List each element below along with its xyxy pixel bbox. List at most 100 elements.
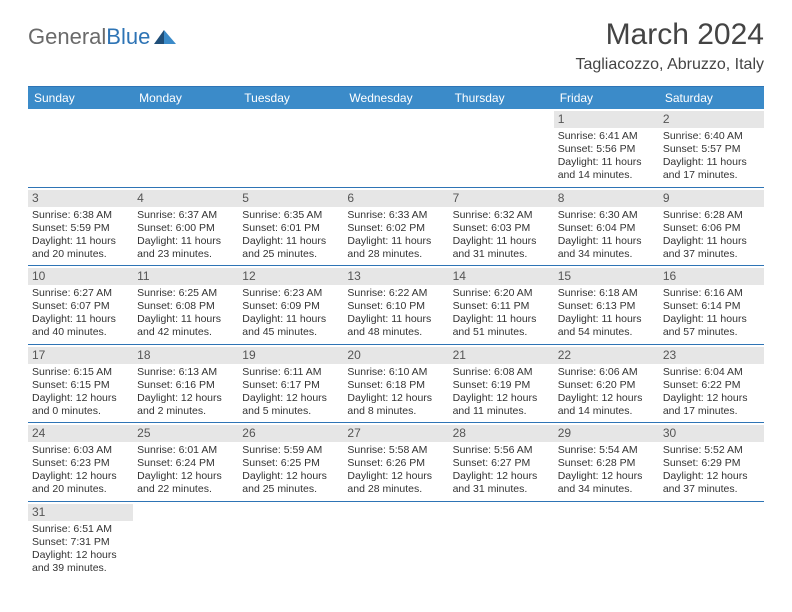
calendar: SundayMondayTuesdayWednesdayThursdayFrid… [28,86,764,579]
day-info-line: Sunrise: 6:25 AM [137,287,234,300]
day-info-line: and 5 minutes. [242,405,339,418]
day-info-line: Daylight: 12 hours [137,470,234,483]
day-cell: 20Sunrise: 6:10 AMSunset: 6:18 PMDayligh… [343,345,448,423]
day-number: 22 [558,348,655,363]
day-info-line: Daylight: 11 hours [663,313,760,326]
day-cell [449,109,554,187]
day-cell: 9Sunrise: 6:28 AMSunset: 6:06 PMDaylight… [659,188,764,266]
day-info-line: and 28 minutes. [347,248,444,261]
day-info-line: and 25 minutes. [242,248,339,261]
day-info-line: Daylight: 11 hours [558,156,655,169]
day-info-line: Sunset: 6:18 PM [347,379,444,392]
day-cell: 6Sunrise: 6:33 AMSunset: 6:02 PMDaylight… [343,188,448,266]
day-info-line: Daylight: 11 hours [558,235,655,248]
day-info-line: Sunrise: 6:27 AM [32,287,129,300]
day-info-line: Sunrise: 6:51 AM [32,523,129,536]
day-info-line: Sunset: 5:56 PM [558,143,655,156]
day-info-line: Sunrise: 6:06 AM [558,366,655,379]
day-info-line: and 37 minutes. [663,248,760,261]
day-number: 20 [347,348,444,363]
day-info-line: Sunrise: 6:15 AM [32,366,129,379]
day-number-bar: 5 [238,190,343,207]
day-info-line: Sunset: 7:31 PM [32,536,129,549]
day-number-bar: 26 [238,425,343,442]
day-number: 7 [453,191,550,206]
day-cell [554,502,659,580]
day-cell: 22Sunrise: 6:06 AMSunset: 6:20 PMDayligh… [554,345,659,423]
day-number-bar: 11 [133,268,238,285]
day-info-line: Sunset: 6:16 PM [137,379,234,392]
day-info-line: and 39 minutes. [32,562,129,575]
day-cell [343,502,448,580]
day-info-line: Sunrise: 5:52 AM [663,444,760,457]
day-info-line: Daylight: 12 hours [558,392,655,405]
day-info-line: Sunrise: 5:54 AM [558,444,655,457]
day-info-line: and 14 minutes. [558,405,655,418]
day-cell [28,109,133,187]
day-info-line: Sunrise: 6:08 AM [453,366,550,379]
day-info-line: Sunset: 5:59 PM [32,222,129,235]
day-info-line: Sunrise: 6:41 AM [558,130,655,143]
day-number: 15 [558,269,655,284]
day-number: 31 [32,505,129,520]
day-number-bar: 10 [28,268,133,285]
day-cell: 18Sunrise: 6:13 AMSunset: 6:16 PMDayligh… [133,345,238,423]
day-info-line: and 22 minutes. [137,483,234,496]
dow-cell: Saturday [659,87,764,109]
day-number: 5 [242,191,339,206]
day-number-bar: 23 [659,347,764,364]
day-info-line: and 11 minutes. [453,405,550,418]
day-cell: 29Sunrise: 5:54 AMSunset: 6:28 PMDayligh… [554,423,659,501]
day-number: 14 [453,269,550,284]
day-info-line: Sunset: 6:23 PM [32,457,129,470]
day-cell: 30Sunrise: 5:52 AMSunset: 6:29 PMDayligh… [659,423,764,501]
day-number: 16 [663,269,760,284]
day-info-line: and 23 minutes. [137,248,234,261]
day-cell: 24Sunrise: 6:03 AMSunset: 6:23 PMDayligh… [28,423,133,501]
day-number: 21 [453,348,550,363]
day-info-line: and 34 minutes. [558,483,655,496]
flag-icon [154,24,178,50]
day-info-line: Daylight: 11 hours [32,313,129,326]
day-cell: 10Sunrise: 6:27 AMSunset: 6:07 PMDayligh… [28,266,133,344]
day-info-line: and 48 minutes. [347,326,444,339]
day-number-bar: 27 [343,425,448,442]
day-info-line: Sunset: 6:08 PM [137,300,234,313]
day-info-line: Sunrise: 6:23 AM [242,287,339,300]
day-number: 28 [453,426,550,441]
day-cell: 13Sunrise: 6:22 AMSunset: 6:10 PMDayligh… [343,266,448,344]
day-info-line: Sunset: 6:10 PM [347,300,444,313]
day-number: 13 [347,269,444,284]
day-info-line: Sunrise: 6:18 AM [558,287,655,300]
day-info-line: Daylight: 12 hours [347,470,444,483]
day-info-line: Sunset: 6:00 PM [137,222,234,235]
day-cell [133,109,238,187]
day-number: 3 [32,191,129,206]
day-info-line: and 20 minutes. [32,483,129,496]
dow-cell: Sunday [28,87,133,109]
week-row: 10Sunrise: 6:27 AMSunset: 6:07 PMDayligh… [28,266,764,345]
day-number-bar: 16 [659,268,764,285]
day-info-line: Sunrise: 6:33 AM [347,209,444,222]
day-number-bar: 9 [659,190,764,207]
day-number-bar: 22 [554,347,659,364]
day-info-line: Sunset: 6:09 PM [242,300,339,313]
day-info-line: and 45 minutes. [242,326,339,339]
day-number: 19 [242,348,339,363]
day-number: 25 [137,426,234,441]
day-info-line: Daylight: 11 hours [453,235,550,248]
day-info-line: Daylight: 12 hours [32,470,129,483]
day-number: 6 [347,191,444,206]
day-info-line: Sunrise: 6:01 AM [137,444,234,457]
day-info-line: Daylight: 11 hours [558,313,655,326]
day-info-line: Sunset: 6:15 PM [32,379,129,392]
day-number: 1 [558,112,655,127]
day-cell: 14Sunrise: 6:20 AMSunset: 6:11 PMDayligh… [449,266,554,344]
day-info-line: Sunset: 6:14 PM [663,300,760,313]
day-info-line: Daylight: 11 hours [137,313,234,326]
day-info-line: Daylight: 11 hours [347,313,444,326]
day-cell: 26Sunrise: 5:59 AMSunset: 6:25 PMDayligh… [238,423,343,501]
day-number-bar: 28 [449,425,554,442]
day-info-line: Sunrise: 6:30 AM [558,209,655,222]
day-info-line: Sunset: 6:02 PM [347,222,444,235]
